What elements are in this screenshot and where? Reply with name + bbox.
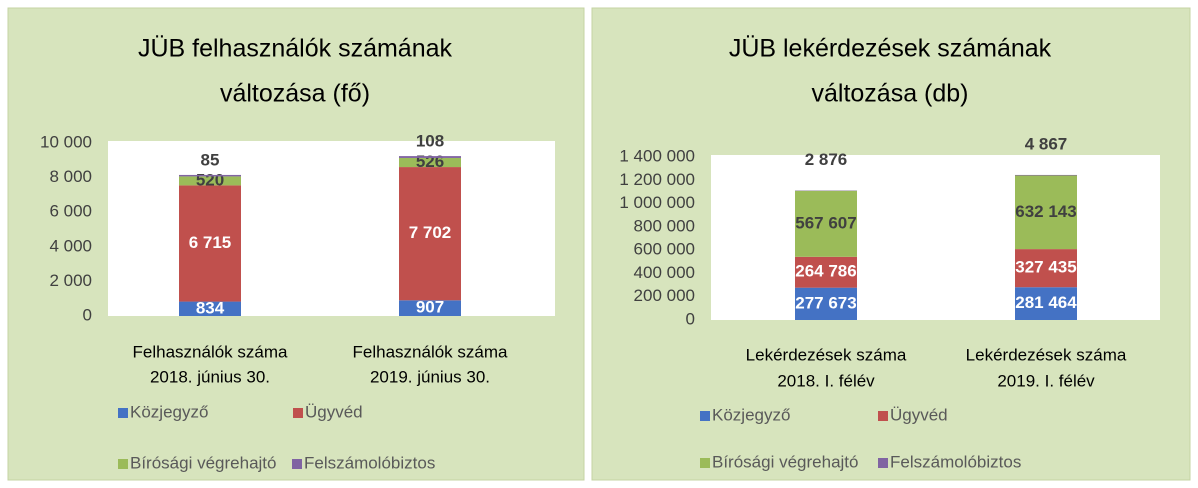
chart-title: JÜB lekérdezések számának — [729, 35, 1052, 63]
data-label: 632 143 — [1015, 202, 1076, 221]
y-tick-label: 4 000 — [49, 236, 92, 255]
chart-title: változása (db) — [811, 80, 968, 108]
x-tick-label: Felhasználók száma — [133, 342, 289, 361]
bar-segment — [1015, 174, 1077, 176]
data-label: 277 673 — [795, 293, 856, 312]
y-tick-label: 10 000 — [40, 132, 92, 151]
bar-segment — [399, 156, 461, 158]
legend-swatch — [292, 459, 302, 469]
y-tick-label: 0 — [83, 305, 92, 324]
legend-label: Bírósági végrehajtó — [712, 452, 858, 471]
legend-label: Bírósági végrehajtó — [130, 453, 276, 472]
chart-title: JÜB felhasználók számának — [138, 35, 453, 63]
bar-segment — [1015, 249, 1077, 288]
data-label: 281 464 — [1015, 293, 1077, 312]
data-label: 7 702 — [409, 223, 452, 242]
bar-segment — [179, 185, 241, 302]
legend-label: Közjegyző — [130, 402, 208, 421]
y-tick-label: 1 400 000 — [619, 146, 695, 165]
data-label: 567 607 — [795, 213, 856, 232]
data-label: 85 — [201, 150, 220, 169]
x-tick-label: 2019. I. félév — [997, 371, 1095, 390]
x-tick-label: 2018. I. félév — [777, 371, 875, 390]
legend-swatch — [700, 411, 710, 421]
bar-segment — [399, 157, 461, 168]
y-tick-label: 400 000 — [634, 263, 695, 282]
legend-label: Felszámolóbiztos — [304, 453, 435, 472]
bar-segment — [179, 301, 241, 316]
y-tick-label: 0 — [686, 309, 695, 328]
legend-swatch — [700, 458, 710, 468]
bar-segment — [1015, 175, 1077, 250]
x-tick-label: 2019. június 30. — [370, 367, 490, 386]
data-label: 2 876 — [805, 150, 848, 169]
legend-swatch — [118, 408, 128, 418]
bar-segment — [795, 287, 857, 320]
chart-title: változása (fő) — [220, 80, 370, 108]
bar-segment — [179, 174, 241, 177]
bar-segment — [399, 300, 461, 316]
data-label: 520 — [196, 170, 224, 189]
y-tick-label: 8 000 — [49, 167, 92, 186]
data-label: 907 — [416, 298, 444, 317]
legend-swatch — [878, 458, 888, 468]
legend-swatch — [118, 459, 128, 469]
x-tick-label: 2018. június 30. — [150, 367, 270, 386]
x-tick-label: Lekérdezések száma — [746, 345, 907, 364]
x-tick-label: Felhasználók száma — [353, 342, 509, 361]
legend-label: Ügyvéd — [305, 402, 363, 421]
y-tick-label: 2 000 — [49, 271, 92, 290]
data-label: 327 435 — [1015, 258, 1076, 277]
y-tick-label: 200 000 — [634, 286, 695, 305]
bar-segment — [795, 190, 857, 257]
legend-label: Felszámolóbiztos — [890, 452, 1021, 471]
y-tick-label: 800 000 — [634, 216, 695, 235]
y-tick-label: 1 200 000 — [619, 170, 695, 189]
data-label: 108 — [416, 132, 444, 151]
data-label: 4 867 — [1025, 134, 1068, 153]
y-tick-label: 6 000 — [49, 202, 92, 221]
legend-label: Ügyvéd — [890, 405, 948, 424]
legend-swatch — [293, 408, 303, 418]
bar-segment — [795, 256, 857, 288]
bar-segment — [179, 176, 241, 186]
plot-area — [711, 155, 1160, 320]
legend-swatch — [878, 411, 888, 421]
y-tick-label: 600 000 — [634, 240, 695, 259]
bar-segment — [399, 167, 461, 301]
legend-label: Közjegyző — [712, 405, 790, 424]
data-label: 526 — [416, 152, 444, 171]
data-label: 6 715 — [189, 233, 232, 252]
plot-area — [108, 141, 555, 316]
data-label: 264 786 — [795, 262, 856, 281]
y-tick-label: 1 000 000 — [619, 193, 695, 212]
data-label: 834 — [196, 298, 225, 317]
x-tick-label: Lekérdezések száma — [966, 345, 1127, 364]
bar-segment — [1015, 287, 1077, 320]
